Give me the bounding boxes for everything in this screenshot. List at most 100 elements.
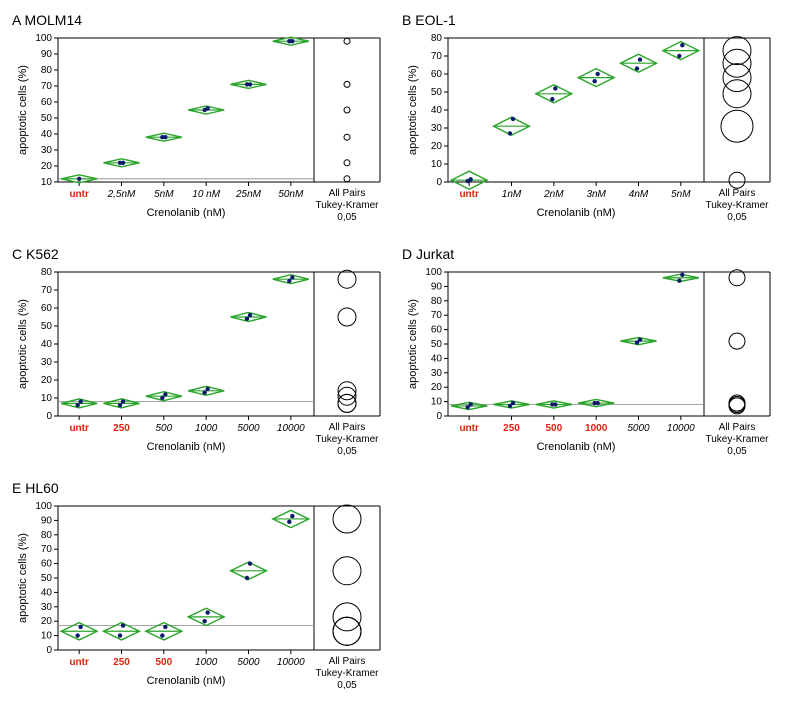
svg-text:60: 60: [431, 325, 443, 336]
svg-text:10000: 10000: [667, 423, 695, 434]
svg-text:10: 10: [41, 177, 53, 188]
svg-text:50: 50: [431, 339, 443, 350]
svg-text:20: 20: [431, 141, 443, 152]
panel-title: A MOLM14: [12, 12, 82, 28]
svg-text:All Pairs: All Pairs: [719, 188, 756, 199]
chart-svg: 01020304050607080apoptotic cells (%)untr…: [12, 266, 384, 466]
svg-text:Crenolanib (nM): Crenolanib (nM): [147, 675, 226, 687]
svg-text:100: 100: [425, 267, 442, 278]
svg-text:1000: 1000: [585, 423, 608, 434]
chart-area: 01020304050607080apoptotic cells (%)untr…: [12, 266, 392, 466]
svg-text:40: 40: [41, 129, 53, 140]
chart-svg: 102030405060708090100apoptotic cells (%)…: [12, 32, 384, 232]
svg-text:Crenolanib (nM): Crenolanib (nM): [537, 207, 616, 219]
svg-text:10000: 10000: [277, 657, 305, 668]
svg-text:60: 60: [41, 97, 53, 108]
svg-text:40: 40: [431, 353, 443, 364]
svg-text:250: 250: [503, 423, 520, 434]
svg-text:0,05: 0,05: [727, 446, 747, 457]
svg-text:10: 10: [431, 159, 443, 170]
svg-text:80: 80: [41, 267, 53, 278]
svg-text:0: 0: [46, 645, 52, 656]
svg-text:0: 0: [436, 177, 442, 188]
chart-area: 01020304050607080apoptotic cells (%)untr…: [402, 32, 782, 232]
svg-text:0,05: 0,05: [337, 212, 357, 223]
chart-svg: 01020304050607080apoptotic cells (%)untr…: [402, 32, 774, 232]
panel-B: B EOL-101020304050607080apoptotic cells …: [402, 12, 782, 238]
chart-area: 102030405060708090100apoptotic cells (%)…: [12, 32, 392, 232]
svg-text:20: 20: [431, 382, 443, 393]
svg-text:0,05: 0,05: [337, 446, 357, 457]
svg-text:70: 70: [41, 544, 53, 555]
svg-text:All Pairs: All Pairs: [329, 188, 366, 199]
svg-text:0: 0: [436, 411, 442, 422]
svg-text:50nM: 50nM: [278, 189, 304, 200]
svg-text:apoptotic cells (%): apoptotic cells (%): [407, 299, 419, 389]
svg-text:500: 500: [155, 657, 172, 668]
svg-text:apoptotic cells (%): apoptotic cells (%): [407, 65, 419, 155]
svg-text:1000: 1000: [195, 657, 218, 668]
svg-text:20: 20: [41, 375, 53, 386]
svg-text:20: 20: [41, 161, 53, 172]
svg-text:1000: 1000: [195, 423, 218, 434]
panel-A: A MOLM14102030405060708090100apoptotic c…: [12, 12, 392, 238]
panel-C: C K56201020304050607080apoptotic cells (…: [12, 246, 392, 472]
svg-text:untr: untr: [69, 189, 89, 200]
svg-text:60: 60: [431, 69, 443, 80]
svg-text:60: 60: [41, 303, 53, 314]
panel-E: E HL600102030405060708090100apoptotic ce…: [12, 480, 392, 706]
svg-text:60: 60: [41, 559, 53, 570]
svg-text:Tukey-Kramer: Tukey-Kramer: [706, 434, 770, 445]
svg-text:All Pairs: All Pairs: [329, 656, 366, 667]
svg-text:untr: untr: [459, 189, 479, 200]
svg-text:25nM: 25nM: [235, 189, 262, 200]
svg-text:5000: 5000: [627, 423, 650, 434]
chart-area: 0102030405060708090100apoptotic cells (%…: [12, 500, 392, 700]
svg-text:10: 10: [41, 631, 53, 642]
svg-text:5000: 5000: [237, 657, 260, 668]
svg-text:30: 30: [431, 123, 443, 134]
svg-text:4nM: 4nM: [629, 189, 649, 200]
svg-text:Crenolanib (nM): Crenolanib (nM): [537, 441, 616, 453]
figure-grid: A MOLM14102030405060708090100apoptotic c…: [12, 12, 788, 706]
svg-text:70: 70: [431, 51, 443, 62]
svg-text:250: 250: [113, 423, 130, 434]
chart-svg: 0102030405060708090100apoptotic cells (%…: [12, 500, 384, 700]
svg-text:80: 80: [431, 296, 443, 307]
panel-title: B EOL-1: [402, 12, 456, 28]
svg-text:30: 30: [431, 368, 443, 379]
svg-text:80: 80: [41, 530, 53, 541]
svg-text:30: 30: [41, 357, 53, 368]
svg-text:80: 80: [41, 65, 53, 76]
svg-text:40: 40: [431, 105, 443, 116]
svg-text:50: 50: [41, 573, 53, 584]
svg-text:untr: untr: [69, 657, 89, 668]
svg-text:30: 30: [41, 602, 53, 613]
svg-text:apoptotic cells (%): apoptotic cells (%): [17, 299, 29, 389]
svg-text:5nM: 5nM: [154, 189, 174, 200]
svg-text:40: 40: [41, 587, 53, 598]
svg-text:untr: untr: [459, 423, 479, 434]
svg-text:Crenolanib (nM): Crenolanib (nM): [147, 441, 226, 453]
svg-text:2,5nM: 2,5nM: [107, 189, 136, 200]
svg-text:Crenolanib (nM): Crenolanib (nM): [147, 207, 226, 219]
svg-text:90: 90: [431, 281, 443, 292]
svg-text:70: 70: [41, 285, 53, 296]
svg-text:100: 100: [35, 501, 52, 512]
svg-text:untr: untr: [69, 423, 89, 434]
svg-text:0: 0: [46, 411, 52, 422]
panel-title: E HL60: [12, 480, 59, 496]
panel-title: D Jurkat: [402, 246, 454, 262]
svg-text:apoptotic cells (%): apoptotic cells (%): [17, 65, 29, 155]
chart-area: 0102030405060708090100apoptotic cells (%…: [402, 266, 782, 466]
chart-svg: 0102030405060708090100apoptotic cells (%…: [402, 266, 774, 466]
svg-text:10: 10: [431, 397, 443, 408]
svg-text:30: 30: [41, 145, 53, 156]
svg-text:Tukey-Kramer: Tukey-Kramer: [316, 434, 380, 445]
svg-text:50: 50: [41, 321, 53, 332]
svg-text:10: 10: [41, 393, 53, 404]
svg-text:0,05: 0,05: [727, 212, 747, 223]
svg-text:0,05: 0,05: [337, 680, 357, 691]
svg-text:70: 70: [41, 81, 53, 92]
svg-text:80: 80: [431, 33, 443, 44]
